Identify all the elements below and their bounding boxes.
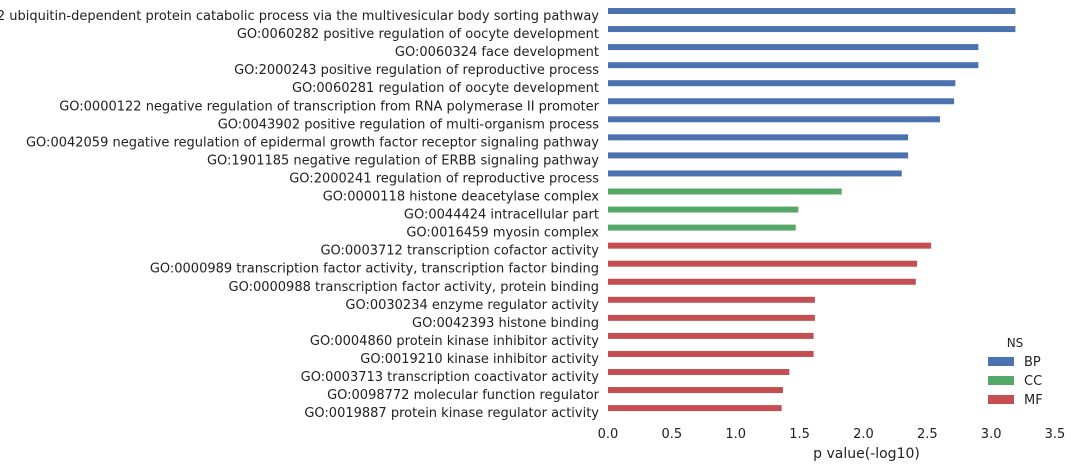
legend-label-bp: BP [1024,355,1041,370]
legend-swatch-mf [988,395,1014,404]
category-labels-layer: GO:0043162 ubiquitin-dependent protein c… [0,9,600,421]
category-label: GO:1901185 negative regulation of ERBB s… [207,153,599,168]
x-tick-label: 3.0 [981,427,1002,442]
bar-bp [608,8,1016,14]
bar-mf [608,260,918,267]
category-label: GO:0000989 transcription factor activity… [150,262,599,277]
category-label: GO:0042393 histone binding [412,316,599,331]
x-tick-label: 0.0 [598,427,619,442]
category-label: GO:0019887 protein kinase regulator acti… [304,406,599,421]
bar-mf [608,242,932,249]
category-label: GO:0043902 positive regulation of multi-… [218,117,599,132]
category-label: GO:0016459 myosin complex [406,226,599,241]
bar-mf [608,296,815,303]
x-tick-label: 1.0 [725,427,746,442]
category-label: GO:0030234 enzyme regulator activity [345,298,599,313]
category-label: GO:2000241 regulation of reproductive pr… [289,171,599,186]
category-label: GO:0098772 molecular function regulator [327,388,600,403]
category-label: GO:0003712 transcription cofactor activi… [320,244,599,259]
bar-bp [608,80,956,87]
bar-bp [608,62,979,69]
category-label: GO:0000118 histone deacetylase complex [323,190,600,205]
bar-bp [608,170,902,177]
bar-mf [608,350,814,357]
legend-swatch-bp [988,357,1014,366]
category-label: GO:0019210 kinase inhibitor activity [360,352,599,367]
bar-bp [608,152,909,159]
x-tick-label: 2.0 [853,427,874,442]
category-label: GO:0044424 intracellular part [404,208,599,223]
legend-label-cc: CC [1024,374,1042,389]
category-label: GO:0000122 negative regulation of transc… [59,99,599,114]
bar-bp [608,26,1016,33]
category-label: GO:0060281 regulation of oocyte developm… [292,81,599,96]
category-label: GO:0003713 transcription coactivator act… [301,370,600,385]
legend-swatch-cc [988,376,1014,385]
category-label: GO:0042059 negative regulation of epider… [26,135,599,150]
bar-mf [608,332,814,339]
legend-title: NS [1007,336,1024,350]
bar-cc [608,224,796,231]
category-label: GO:0043162 ubiquitin-dependent protein c… [0,9,599,24]
category-label: GO:0060324 face development [395,45,599,60]
x-axis-title: p value(-log10) [813,446,920,462]
category-label: GO:2000243 positive regulation of reprod… [234,63,599,78]
x-tick-label: 2.5 [917,427,938,442]
bars-layer [608,8,1016,412]
bar-bp [608,134,909,141]
x-tick-label: 0.5 [662,427,683,442]
bar-mf [608,278,916,285]
bar-cc [608,188,842,195]
bar-bp [608,44,979,51]
category-label: GO:0004860 protein kinase inhibitor acti… [310,334,599,349]
x-tick-label: 3.5 [1045,427,1066,442]
legend-label-mf: MF [1024,393,1043,408]
x-tick-label: 1.5 [789,427,810,442]
x-axis: 0.0 0.5 1.0 1.5 2.0 2.5 3.0 3.5 [598,427,1066,442]
legend: NS BP CC MF [988,336,1043,408]
bar-mf [608,369,790,375]
bar-cc [608,206,799,213]
bar-mf [608,314,815,321]
bar-bp [608,98,955,105]
bar-mf [608,405,782,412]
bar-bp [608,116,941,123]
category-label: GO:0000988 transcription factor activity… [229,280,600,295]
category-label: GO:0060282 positive regulation of oocyte… [237,27,599,42]
bar-mf [608,387,783,394]
